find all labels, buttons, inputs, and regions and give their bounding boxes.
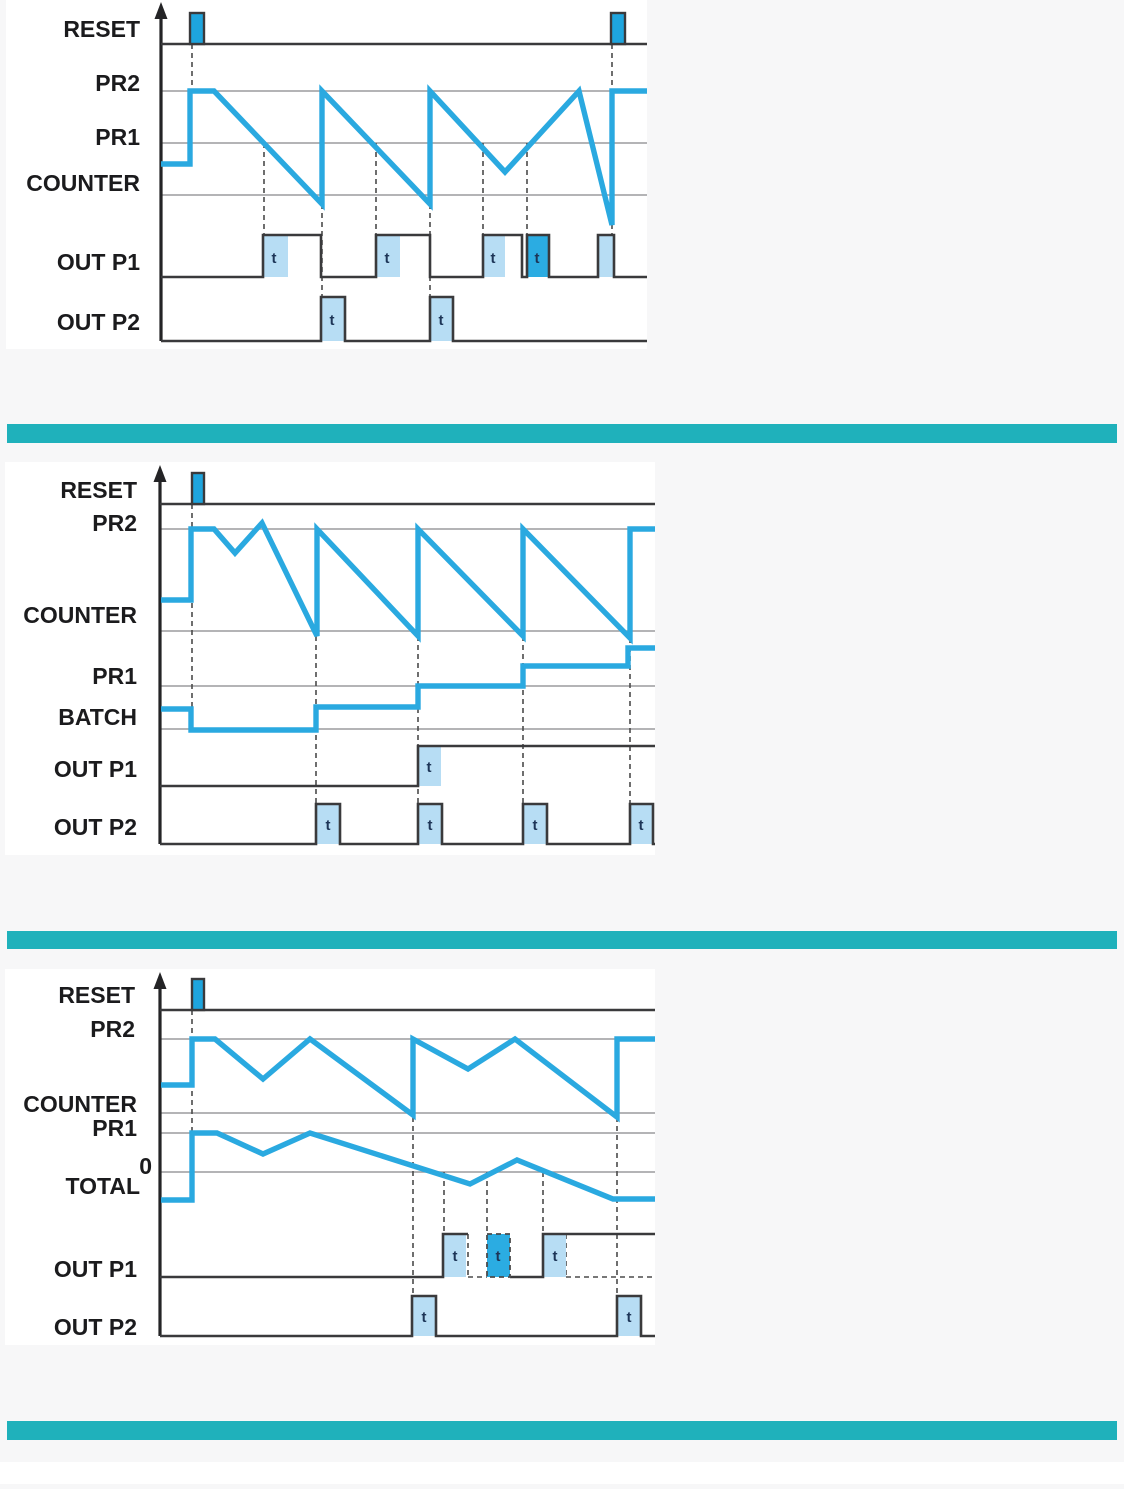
pulse-shade — [418, 804, 442, 844]
signal-label: COUNTER — [26, 170, 140, 196]
t-label: t — [272, 250, 277, 267]
t-label: t — [453, 1248, 458, 1265]
pulse-shade — [543, 1234, 566, 1277]
output-waveform — [510, 1232, 655, 1279]
t-label: t — [326, 817, 331, 834]
bottom-strip — [0, 1462, 1124, 1484]
t-label: t — [427, 759, 432, 776]
pulse-shade — [376, 235, 400, 277]
counter-waveform — [161, 1034, 655, 1123]
t-label: t — [553, 1248, 558, 1265]
pulse-shade — [630, 804, 653, 844]
pulse-shade — [430, 297, 453, 341]
pulse-shade — [412, 1296, 436, 1336]
signal-label: RESET — [58, 982, 135, 1008]
t-label: t — [491, 250, 496, 267]
signal-label: OUT P2 — [54, 814, 137, 840]
signal-label: OUT P1 — [54, 1256, 137, 1282]
t-label: t — [627, 1309, 632, 1326]
pulse-shade — [316, 804, 340, 844]
signal-label: COUNTER — [23, 1091, 137, 1117]
signal-label: OUT P2 — [57, 309, 140, 335]
reset-pulse — [609, 11, 627, 46]
signal-label: OUT P1 — [54, 756, 137, 782]
timing-diagram-1: RESET PR2 PR1 COUNTER OUT P1 OUT P2 t t t t t t — [6, 0, 647, 349]
output-waveform — [160, 744, 655, 788]
pulse-shade — [443, 1234, 466, 1277]
signal-label: PR1 — [92, 663, 137, 689]
axis-arrow-icon — [153, 465, 167, 482]
signal-label: BATCH — [58, 704, 137, 730]
separator-bar — [7, 424, 1117, 443]
pulse-shade — [598, 235, 614, 277]
signal-label: PR1 — [92, 1115, 137, 1141]
retrigger-pulse-outline — [486, 1233, 511, 1278]
signal-label: RESET — [60, 477, 137, 503]
t-label: t — [533, 817, 538, 834]
pulse-shade — [321, 297, 345, 341]
signal-label: PR2 — [95, 70, 140, 96]
t-label: t — [330, 312, 335, 329]
t-label: t — [439, 312, 444, 329]
output-waveform — [161, 233, 647, 279]
pulse-shade — [617, 1296, 641, 1336]
diagram-panel — [6, 0, 647, 349]
reset-pulse — [190, 977, 206, 1012]
axis-arrow-icon — [153, 972, 167, 989]
t-label: t — [428, 817, 433, 834]
output-waveform — [160, 1294, 655, 1338]
counter-waveform — [161, 645, 655, 733]
pulse-shade — [418, 746, 441, 786]
signal-label: OUT P1 — [57, 249, 140, 275]
diagram-panel — [5, 462, 655, 855]
signal-label: PR1 — [95, 124, 140, 150]
counter-waveform — [161, 84, 647, 226]
signal-label: PR2 — [92, 510, 137, 536]
counter-waveform — [161, 1130, 655, 1203]
pulse-shade-dark — [527, 235, 549, 277]
t-label: t — [496, 1248, 501, 1265]
signal-label: OUT P2 — [54, 1314, 137, 1340]
counter-waveform — [161, 518, 655, 645]
signal-label: PR2 — [90, 1016, 135, 1042]
signal-label: COUNTER — [23, 602, 137, 628]
diagram-panel — [5, 969, 655, 1345]
timing-diagram-2: RESET PR2 COUNTER PR1 BATCH OUT P1 OUT P2 t t t t t — [5, 462, 655, 855]
separator-bar — [7, 1421, 1117, 1440]
pulse-shade-dark — [487, 1234, 510, 1277]
reset-pulse — [188, 11, 206, 46]
axis-arrow-icon — [154, 2, 168, 19]
pulse-shade — [523, 804, 547, 844]
signal-label: 0 — [139, 1153, 152, 1179]
t-label: t — [535, 250, 540, 267]
t-label: t — [422, 1309, 427, 1326]
output-waveform — [161, 295, 647, 343]
output-waveform — [160, 802, 655, 846]
separator-bar — [7, 931, 1117, 949]
signal-label: TOTAL — [65, 1173, 140, 1199]
pulse-shade — [263, 235, 288, 277]
t-label: t — [639, 817, 644, 834]
signal-label: RESET — [63, 16, 140, 42]
reset-pulse — [190, 471, 206, 506]
output-waveform — [160, 1232, 468, 1279]
pulse-shade — [483, 235, 505, 277]
t-label: t — [385, 250, 390, 267]
